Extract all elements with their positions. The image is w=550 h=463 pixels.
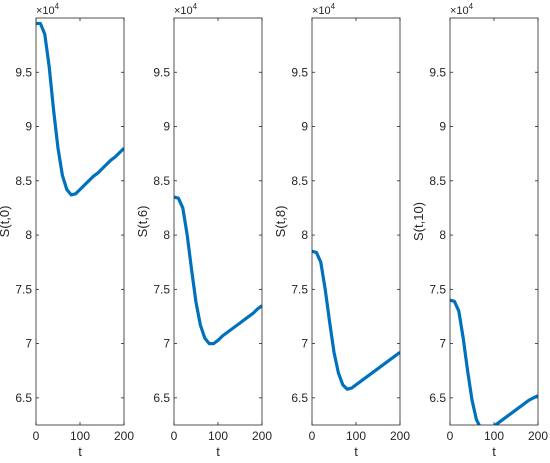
y-tick-label: 9.5 [291,65,308,79]
x-axis-label: t [78,444,82,459]
axes-box [449,17,539,426]
axes-box [35,17,125,426]
x-tick-label: 100 [70,429,90,443]
x-axis-label: t [492,444,496,459]
x-tick-label: 0 [33,429,40,443]
axes-box [311,17,401,426]
x-tick-label: 100 [346,429,366,443]
y-tick-label: 7.5 [429,282,446,296]
x-tick-label: 0 [309,429,316,443]
x-tick-label: 200 [390,429,410,443]
y-tick-label: 9 [301,120,308,134]
multiplier-base: ×10 [450,5,469,17]
multiplier-base: ×10 [312,5,331,17]
x-tick-label: 100 [484,429,504,443]
multiplier-base: ×10 [174,5,193,17]
line [174,195,262,346]
y-tick-label: 6.5 [15,391,32,405]
x-axis-label: t [216,444,220,459]
multiplier-exponent: 4 [193,2,198,11]
y-tick-label: 8 [439,228,446,242]
y-axis-label: S(t,0) [0,206,12,238]
x-tick-label: 0 [171,429,178,443]
line [450,298,538,425]
y-tick-label: 7.5 [15,282,32,296]
multiplier-base: ×10 [36,5,55,17]
y-axis-label: S(t,8) [273,206,288,238]
y-tick-label: 8 [25,228,32,242]
y-tick-label: 7 [439,337,446,351]
y-tick-label: 7.5 [291,282,308,296]
y-tick-label: 6.5 [429,391,446,405]
y-tick-label: 8.5 [153,174,170,188]
y-tick-label: 6.5 [153,391,170,405]
y-multiplier: ×104 [312,2,336,17]
y-tick-label: 6.5 [291,391,308,405]
y-tick-label: 8.5 [429,174,446,188]
subplot: 6.5 7 7.5 8 8.5 9 9.5 0 100 200 t S(t,8) ×104 [273,2,410,459]
x-tick-label: 200 [114,429,134,443]
x-tick-label: 200 [252,429,272,443]
y-tick-label: 9.5 [153,65,170,79]
multiplier-exponent: 4 [469,2,474,11]
y-axis-label: S(t,6) [135,206,150,238]
y-tick-label: 7 [301,337,308,351]
y-multiplier: ×104 [36,2,60,17]
axes-box [173,17,263,426]
multiplier-exponent: 4 [331,2,336,11]
y-tick-label: 7 [25,337,32,351]
x-tick-label: 0 [447,429,454,443]
y-tick-label: 8.5 [291,174,308,188]
multiplier-exponent: 4 [55,2,60,11]
y-tick-label: 8.5 [15,174,32,188]
x-axis-label: t [354,444,358,459]
y-tick-label: 9.5 [15,65,32,79]
line [36,21,124,197]
y-multiplier: ×104 [450,2,474,17]
subplot: 6.5 7 7.5 8 8.5 9 9.5 0 100 200 t S(t,10) ×104 [411,2,548,459]
y-tick-label: 7 [163,337,170,351]
y-tick-label: 9.5 [429,65,446,79]
y-tick-label: 9 [439,120,446,134]
x-tick-label: 100 [208,429,228,443]
line [312,249,400,391]
subplot: 6.5 7 7.5 8 8.5 9 9.5 0 100 200 t S(t,6) ×104 [135,2,272,459]
y-multiplier: ×104 [174,2,198,17]
x-tick-label: 200 [528,429,548,443]
y-tick-label: 9 [163,120,170,134]
y-tick-label: 8 [163,228,170,242]
subplot: 6.5 7 7.5 8 8.5 9 9.5 0 100 200 t S(t,0) ×104 [0,2,134,459]
y-tick-label: 9 [25,120,32,134]
y-tick-label: 8 [301,228,308,242]
y-axis-label: S(t,10) [411,202,426,241]
y-tick-label: 7.5 [153,282,170,296]
